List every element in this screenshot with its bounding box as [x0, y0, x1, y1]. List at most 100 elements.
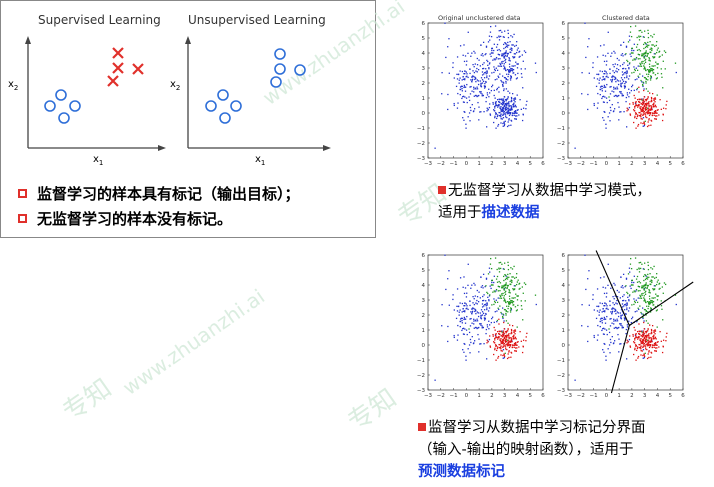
svg-text:4: 4 — [422, 51, 426, 57]
svg-text:−2: −2 — [437, 393, 445, 399]
svg-text:−1: −1 — [590, 161, 598, 167]
svg-text:3: 3 — [503, 393, 507, 399]
svg-text:4: 4 — [656, 393, 660, 399]
svg-text:2: 2 — [630, 393, 634, 399]
svg-text:3: 3 — [422, 66, 426, 72]
svg-text:−3: −3 — [424, 161, 433, 167]
svg-text:6: 6 — [541, 161, 545, 167]
svg-text:2: 2 — [490, 161, 494, 167]
svg-text:6: 6 — [681, 393, 685, 399]
svg-text:−3: −3 — [417, 156, 426, 162]
svg-text:3: 3 — [643, 161, 647, 167]
svg-text:3: 3 — [562, 298, 566, 304]
plot-decision-boundary: −3 −2 −1 0 1 2 3 4 5 6 6 5 4 3 2 1 0 −1 −2 −3 — [557, 250, 694, 399]
learning-comparison-panel: Supervised Learning Unsupervised Learnin… — [0, 0, 376, 238]
svg-text:6: 6 — [422, 21, 426, 27]
x1-label: x1 — [93, 154, 103, 167]
svg-text:−3: −3 — [557, 156, 566, 162]
svg-text:3: 3 — [562, 66, 566, 72]
svg-text:6: 6 — [681, 161, 685, 167]
svg-text:0: 0 — [562, 111, 566, 117]
plot-original-unclustered: −3 −2 −1 0 1 2 3 4 5 6 6 5 4 3 2 1 0 −1 −2 −3 — [417, 21, 545, 167]
svg-text:5: 5 — [562, 268, 566, 274]
svg-text:5: 5 — [422, 268, 426, 274]
svg-text:0: 0 — [605, 393, 609, 399]
svg-text:1: 1 — [562, 328, 566, 334]
svg-text:−1: −1 — [590, 393, 598, 399]
svg-text:3: 3 — [503, 161, 507, 167]
svg-text:2: 2 — [422, 81, 426, 87]
supervised-title: Supervised Learning — [38, 13, 161, 27]
svg-text:0: 0 — [422, 111, 426, 117]
svg-text:5: 5 — [668, 393, 672, 399]
caption-supervised: 监督学习从数据中学习标记分界面 （输入-输出的映射函数），适用于 预测数据标记 — [418, 420, 646, 480]
svg-text:4: 4 — [656, 161, 660, 167]
svg-text:5: 5 — [562, 36, 566, 42]
supervised-circles — [44, 89, 81, 124]
bullet-box-icon — [18, 214, 27, 223]
svg-text:1: 1 — [617, 393, 621, 399]
svg-text:0: 0 — [562, 343, 566, 349]
svg-text:−3: −3 — [564, 161, 573, 167]
x1-label: x1 — [255, 154, 265, 167]
svg-text:−3: −3 — [417, 388, 426, 394]
svg-text:4: 4 — [422, 283, 426, 289]
bullet-item: 无监督学习的样本没有标记。 — [18, 208, 232, 229]
svg-text:−2: −2 — [557, 373, 565, 379]
svg-text:−2: −2 — [557, 141, 565, 147]
plot-title-clustered: Clustered data — [602, 14, 650, 22]
watermark: 专知 — [342, 383, 403, 438]
svg-text:4: 4 — [562, 51, 566, 57]
svg-text:4: 4 — [562, 283, 566, 289]
svg-text:6: 6 — [541, 393, 545, 399]
caption-unsupervised: 无监督学习从数据中学习模式， 适用于描述数据 — [438, 183, 651, 221]
plot-title-original: Original unclustered data — [438, 14, 521, 22]
svg-text:−2: −2 — [417, 141, 425, 147]
svg-text:−1: −1 — [417, 126, 425, 132]
svg-text:0: 0 — [465, 161, 469, 167]
svg-text:6: 6 — [422, 253, 426, 259]
watermark: 专知 — [57, 373, 118, 428]
red-square-icon — [438, 186, 446, 194]
svg-text:5: 5 — [422, 36, 426, 42]
svg-text:−1: −1 — [417, 358, 425, 364]
svg-text:−3: −3 — [564, 393, 573, 399]
svg-text:2: 2 — [490, 393, 494, 399]
svg-text:−3: −3 — [557, 388, 566, 394]
unsupervised-title: Unsupervised Learning — [188, 13, 326, 27]
svg-text:−2: −2 — [437, 161, 445, 167]
bullet-item: 监督学习的样本具有标记（输出目标）； — [18, 183, 300, 204]
plot-clustered: −3 −2 −1 0 1 2 3 4 5 6 6 5 4 3 2 1 0 −1 −2 −3 — [557, 21, 685, 167]
svg-text:2: 2 — [630, 161, 634, 167]
svg-text:1: 1 — [477, 161, 481, 167]
svg-text:5: 5 — [668, 161, 672, 167]
svg-text:−1: −1 — [450, 393, 458, 399]
svg-text:1: 1 — [422, 328, 426, 334]
svg-text:2: 2 — [422, 313, 426, 319]
comparison-diagram: Supervised Learning Unsupervised Learnin… — [8, 13, 331, 167]
svg-text:−1: −1 — [557, 358, 565, 364]
svg-text:1: 1 — [422, 96, 426, 102]
scatter-plots: Original unclustered data Clustered data… — [417, 14, 694, 399]
supervised-crosses — [107, 47, 144, 87]
svg-text:3: 3 — [422, 298, 426, 304]
svg-text:−1: −1 — [557, 126, 565, 132]
svg-text:2: 2 — [562, 81, 566, 87]
svg-text:−2: −2 — [577, 393, 585, 399]
svg-text:0: 0 — [465, 393, 469, 399]
bullet-box-icon — [18, 189, 27, 198]
svg-text:0: 0 — [605, 161, 609, 167]
svg-text:6: 6 — [562, 21, 566, 27]
svg-text:1: 1 — [617, 161, 621, 167]
svg-text:1: 1 — [477, 393, 481, 399]
svg-text:2: 2 — [562, 313, 566, 319]
watermark: www.zhuanzhi.ai — [118, 284, 270, 400]
svg-text:5: 5 — [528, 161, 532, 167]
plot-supervised-data: −3 −2 −1 0 1 2 3 4 5 6 6 5 4 3 2 1 0 −1 −2 −3 — [417, 253, 545, 399]
svg-text:6: 6 — [562, 253, 566, 259]
svg-text:0: 0 — [422, 343, 426, 349]
red-square-icon — [418, 423, 426, 431]
svg-text:−2: −2 — [577, 161, 585, 167]
svg-text:1: 1 — [562, 96, 566, 102]
svg-text:5: 5 — [528, 393, 532, 399]
